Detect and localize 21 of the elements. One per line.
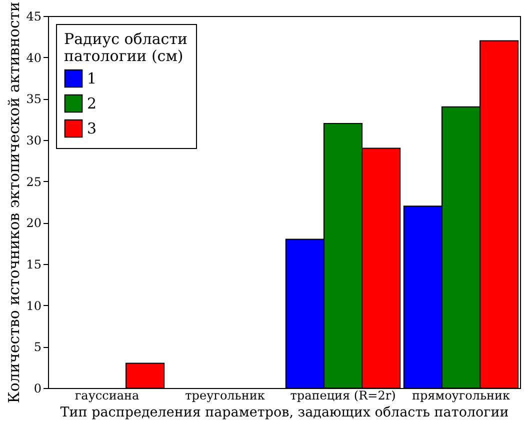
y-tick-label: 10 [26,298,42,313]
y-tick-label: 35 [26,92,42,106]
y-tick-label: 40 [26,50,42,65]
x-axis-title: Тип распределения параметров, задающих область патологии [60,404,509,420]
y-tick-label: 15 [26,258,42,272]
bar [126,362,165,388]
y-tick-label: 0 [34,382,42,396]
legend-label: 3 [87,120,97,138]
x-tick-label: трапеция (R=2r) [290,388,396,402]
y-tick-label: 5 [34,340,42,354]
x-tick-label: прямоугольник [412,388,511,402]
y-tick-label: 30 [26,134,42,148]
legend-label: 1 [87,70,97,88]
y-tick-label: 25 [26,174,42,189]
y-tick-label: 45 [26,10,42,24]
y-axis-title: Количество источников эктопической активности [5,2,24,404]
y-tick-label: 20 [26,216,42,230]
legend-label: 2 [87,94,97,112]
x-tick-label: гауссиана [74,388,140,402]
x-tick-label: треугольник [185,388,266,402]
legend-title: Радиус области патологии (см) [64,30,188,65]
